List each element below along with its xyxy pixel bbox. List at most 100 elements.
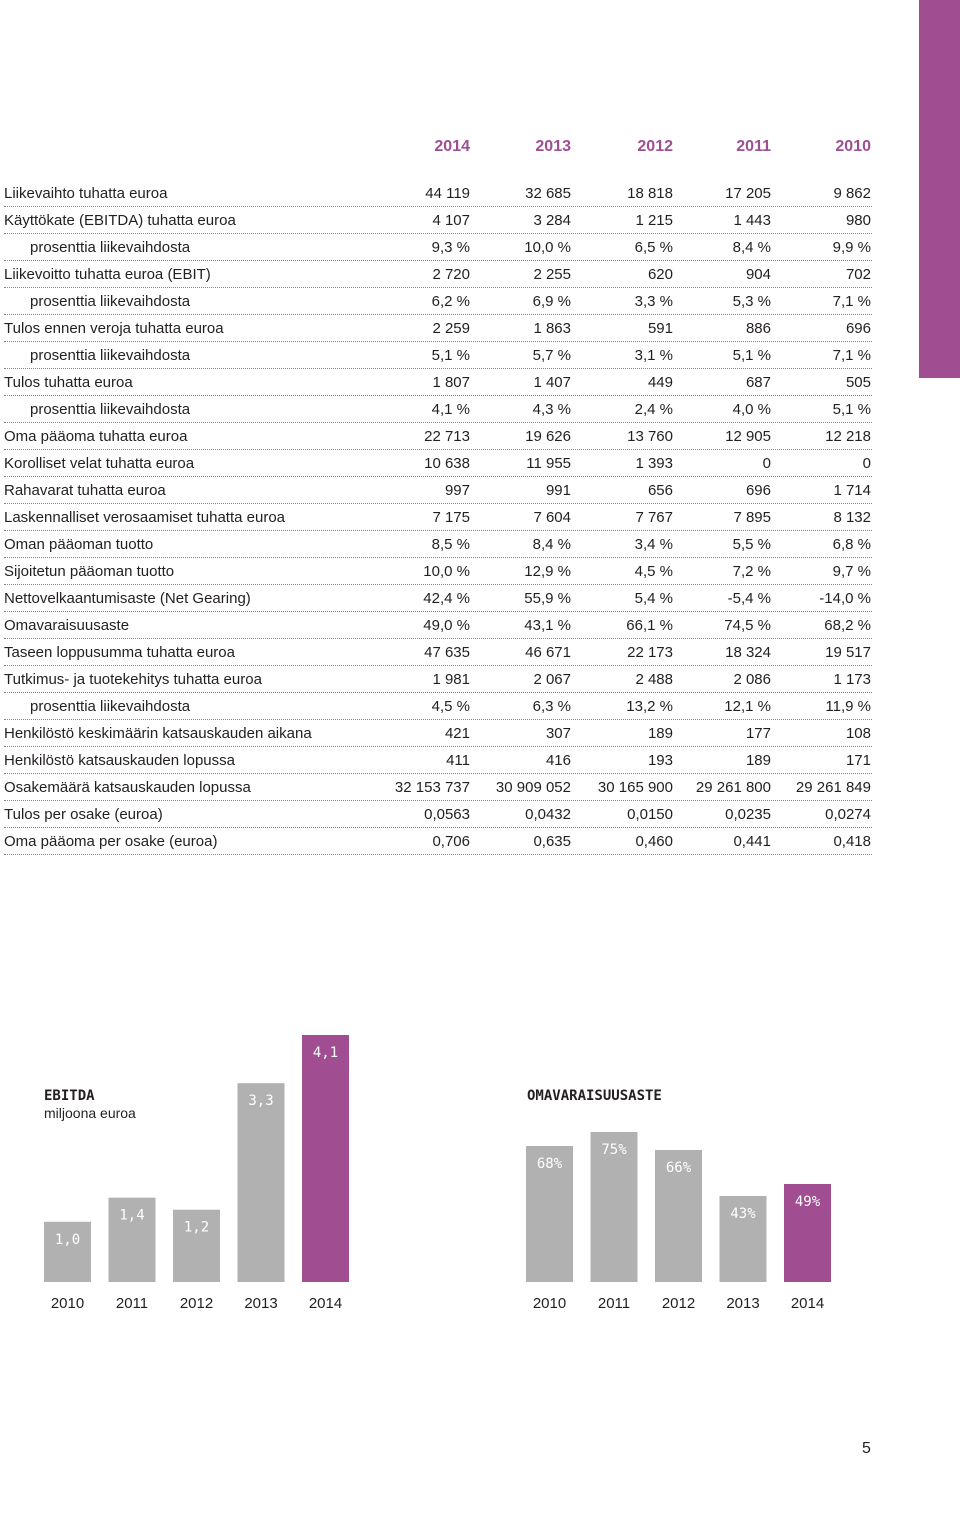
table-row: Oma pääoma tuhatta euroa 22 713 19 626 13 7… xyxy=(4,423,872,450)
table-cell: 4 107 xyxy=(432,212,470,229)
table-cell: 19 626 xyxy=(525,428,571,445)
table-cell: 9,7 % xyxy=(832,563,871,580)
table-cell: 8 132 xyxy=(833,509,871,526)
row-label: prosenttia liikevaihdosta xyxy=(30,347,191,364)
table-row: Käyttökate (EBITDA) tuhatta euroa 4 107 3 … xyxy=(4,207,872,234)
bar-value-label: 43% xyxy=(730,1206,756,1222)
table-row: Korolliset velat tuhatta euroa 10 638 11 9… xyxy=(4,450,872,477)
table-cell: 1 393 xyxy=(635,455,673,472)
table-row: prosenttia liikevaihdosta 5,1 % 5,7 % 3,1 %… xyxy=(4,342,872,369)
table-cell: 307 xyxy=(545,725,571,742)
table-cell: 1 443 xyxy=(733,212,771,229)
table-cell: 656 xyxy=(647,482,673,499)
table-cell: 0,460 xyxy=(635,833,673,850)
bar-2014 xyxy=(302,1035,349,1282)
table-row: Tutkimus- ja tuotekehitys tuhatta euroa 1… xyxy=(4,666,872,693)
table-row: Sijoitetun pääoman tuotto 10,0 % 12,9 % 4,5… xyxy=(4,558,872,585)
table-cell: 980 xyxy=(845,212,871,229)
row-label: Sijoitetun pääoman tuotto xyxy=(4,563,175,580)
table-cell: 8,5 % xyxy=(431,536,470,553)
table-cell: -14,0 % xyxy=(819,590,871,607)
table-cell: 6,3 % xyxy=(532,698,571,715)
table-cell: 505 xyxy=(845,374,871,391)
table-cell: 0,635 xyxy=(533,833,571,850)
table-cell: 6,5 % xyxy=(634,239,673,256)
bar-value-label: 68% xyxy=(537,1156,563,1172)
table-cell: 108 xyxy=(845,725,871,742)
table-cell: 22 713 xyxy=(424,428,470,445)
table-cell: 19 517 xyxy=(825,644,871,661)
table-cell: 68,2 % xyxy=(824,617,871,634)
table-cell: 4,5 % xyxy=(634,563,673,580)
row-label: Käyttökate (EBITDA) tuhatta euroa xyxy=(4,212,236,229)
table-cell: 44 119 xyxy=(425,185,470,202)
table-cell: 29 261 849 xyxy=(795,779,871,796)
table-cell: 12,9 % xyxy=(524,563,571,580)
table-cell: 3 284 xyxy=(533,212,571,229)
table-cell: 8,4 % xyxy=(532,536,571,553)
table-row: Liikevoitto tuhatta euroa (EBIT) 2 720 2 2… xyxy=(4,261,872,288)
table-cell: 30 909 052 xyxy=(495,779,571,796)
table-cell: 687 xyxy=(745,374,771,391)
table-cell: 0,0563 xyxy=(424,806,470,823)
row-label: Osakemäärä katsauskauden lopussa xyxy=(4,779,251,796)
table-row: prosenttia liikevaihdosta 6,2 % 6,9 % 3,3 %… xyxy=(4,288,872,315)
table-row: prosenttia liikevaihdosta 4,5 % 6,3 % 13,2 … xyxy=(4,693,872,720)
table-cell: 1 807 xyxy=(432,374,470,391)
table-row: Henkilöstö keskimäärin katsauskauden aik… xyxy=(4,720,872,747)
row-label: Oman pääoman tuotto xyxy=(4,536,154,553)
ebitda-chart: EBITDA miljoona euroa 1,0 2010 1,4 2011 1,2 2… xyxy=(44,1035,349,1312)
table-cell: 0,418 xyxy=(833,833,871,850)
chart-title: OMAVARAISUUSASTE xyxy=(527,1088,662,1104)
row-label: Tutkimus- ja tuotekehitys tuhatta euroa xyxy=(4,671,262,688)
row-label: prosenttia liikevaihdosta xyxy=(30,698,191,715)
table-cell: 4,5 % xyxy=(431,698,470,715)
bar-2014 xyxy=(784,1184,831,1282)
table-cell: 3,4 % xyxy=(634,536,673,553)
table-header-row: 2014 2013 2012 2011 2010 xyxy=(0,138,872,158)
table-cell: 0 xyxy=(762,455,771,472)
bar-2013 xyxy=(237,1083,285,1282)
table-cell: 18 818 xyxy=(627,185,673,202)
table-cell: 0,0274 xyxy=(825,806,871,823)
table-cell: 46 671 xyxy=(525,644,571,661)
table-cell: 12 218 xyxy=(825,428,871,445)
table-cell: 0,0432 xyxy=(525,806,571,823)
omavaraisuusaste-chart: OMAVARAISUUSASTE 68% 2010 75% 2011 66% 2012 43… xyxy=(526,1088,831,1312)
bar-value-label: 49% xyxy=(795,1194,821,1210)
table-cell: 2 259 xyxy=(432,320,470,337)
x-tick-label: 2011 xyxy=(598,1295,630,1312)
table-cell: 189 xyxy=(647,725,673,742)
row-label: Taseen loppusumma tuhatta euroa xyxy=(4,644,235,661)
table-cell: 7 895 xyxy=(733,509,771,526)
table-cell: 18 324 xyxy=(725,644,771,661)
table-cell: 22 173 xyxy=(627,644,673,661)
table-cell: 416 xyxy=(545,752,571,769)
table-cell: 421 xyxy=(444,725,470,742)
row-label: Omavaraisuusaste xyxy=(4,617,130,634)
table-row: prosenttia liikevaihdosta 9,3 % 10,0 % 6,5 … xyxy=(4,234,872,261)
table-cell: 6,2 % xyxy=(431,293,470,310)
table-cell: 0,706 xyxy=(432,833,470,850)
table-cell: 1 215 xyxy=(635,212,673,229)
table-cell: 32 685 xyxy=(525,185,571,202)
table-cell: 2 720 xyxy=(432,266,470,283)
table-cell: 2 086 xyxy=(733,671,771,688)
table-cell: 6,8 % xyxy=(832,536,871,553)
row-label: Laskennalliset verosaamiset tuhatta euro… xyxy=(4,509,286,526)
table-cell: 189 xyxy=(745,752,771,769)
table-cell: 5,5 % xyxy=(732,536,771,553)
table-cell: 0,0150 xyxy=(627,806,673,823)
table-cell: 10 638 xyxy=(424,455,470,472)
table-cell: 4,0 % xyxy=(732,401,771,418)
table-cell: 2 488 xyxy=(635,671,673,688)
row-label: Rahavarat tuhatta euroa xyxy=(4,482,166,499)
row-label: Korolliset velat tuhatta euroa xyxy=(4,455,195,472)
table-cell: 4,1 % xyxy=(431,401,470,418)
chart-title: EBITDA xyxy=(44,1088,95,1104)
table-row: Nettovelkaantumisaste (Net Gearing) 42,4 … xyxy=(4,585,872,612)
table-cell: 7 175 xyxy=(432,509,470,526)
x-tick-label: 2012 xyxy=(180,1295,213,1312)
table-cell: 2 255 xyxy=(533,266,571,283)
row-label: Liikevaihto tuhatta euroa xyxy=(4,185,168,202)
